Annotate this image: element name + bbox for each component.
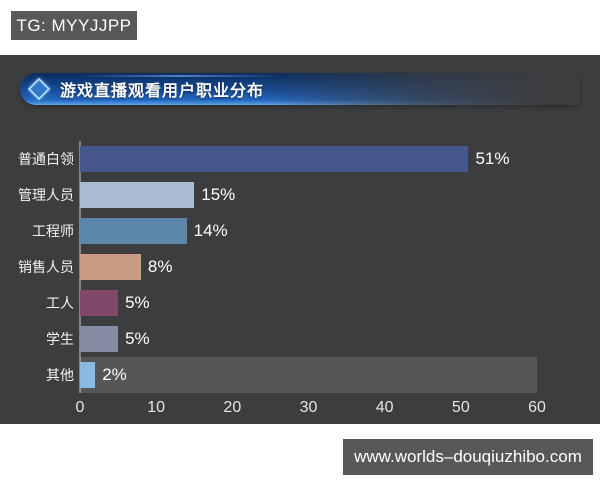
chart-panel: 游戏直播观看用户职业分布 普通白领 51% 管理人员 15% 工程师 14% 销售人员 8% 工… bbox=[0, 55, 600, 424]
bar bbox=[80, 362, 96, 388]
chart-row: 工人 5% bbox=[0, 285, 600, 321]
category-label: 普通白领 bbox=[18, 151, 74, 167]
bar-chart: 普通白领 51% 管理人员 15% 工程师 14% 销售人员 8% 工人 5% 学生 5% 其他 2% 0… bbox=[0, 141, 600, 424]
category-label: 工程师 bbox=[32, 223, 74, 239]
bar-track: 51% bbox=[80, 141, 537, 177]
diamond-icon bbox=[27, 77, 51, 101]
x-axis-tick-label: 10 bbox=[147, 399, 166, 416]
bar-track: 2% bbox=[80, 357, 537, 393]
chart-row: 学生 5% bbox=[0, 321, 600, 357]
tg-watermark-text: TG: MYYJJPP bbox=[16, 15, 132, 35]
x-axis: 0 10 20 30 40 50 60 bbox=[76, 399, 546, 419]
value-label: 51% bbox=[475, 149, 510, 168]
site-watermark-badge: www.worlds–douqiuzhibo.com bbox=[343, 439, 593, 475]
value-label: 5% bbox=[125, 293, 150, 312]
chart-title: 游戏直播观看用户职业分布 bbox=[60, 83, 265, 100]
value-label: 15% bbox=[201, 185, 236, 204]
bar bbox=[80, 326, 119, 352]
x-axis-tick-label: 50 bbox=[451, 399, 470, 416]
x-axis-tick-label: 40 bbox=[375, 399, 394, 416]
x-axis-tick-label: 0 bbox=[75, 399, 85, 416]
chart-row: 普通白领 51% bbox=[0, 141, 600, 177]
bar-track: 8% bbox=[80, 249, 537, 285]
x-axis-tick-label: 20 bbox=[223, 399, 242, 416]
category-label: 销售人员 bbox=[18, 259, 74, 275]
chart-row: 其他 2% bbox=[0, 357, 600, 393]
bar bbox=[80, 218, 187, 244]
tg-watermark-badge: TG: MYYJJPP bbox=[11, 11, 137, 40]
category-label: 工人 bbox=[46, 295, 74, 311]
category-label: 管理人员 bbox=[18, 187, 74, 203]
site-watermark-text: www.worlds–douqiuzhibo.com bbox=[354, 447, 582, 466]
x-axis-tick-label: 60 bbox=[528, 399, 546, 416]
category-label: 其他 bbox=[46, 367, 74, 383]
chart-title-banner: 游戏直播观看用户职业分布 bbox=[20, 73, 580, 105]
chart-row: 管理人员 15% bbox=[0, 177, 600, 213]
category-label: 学生 bbox=[46, 331, 74, 347]
value-label: 8% bbox=[147, 257, 173, 276]
chart-row: 销售人员 8% bbox=[0, 249, 600, 285]
value-label: 5% bbox=[125, 329, 150, 348]
bar bbox=[80, 182, 195, 208]
value-label: 14% bbox=[193, 221, 228, 240]
value-label: 2% bbox=[102, 365, 127, 384]
bar bbox=[80, 254, 141, 280]
bar-track: 15% bbox=[80, 177, 537, 213]
bar-track: 14% bbox=[80, 213, 537, 249]
bar bbox=[80, 146, 469, 172]
x-axis-tick-label: 30 bbox=[299, 399, 318, 416]
bar-track: 5% bbox=[80, 285, 537, 321]
banner-content: 游戏直播观看用户职业分布 bbox=[20, 77, 264, 101]
chart-row: 工程师 14% bbox=[0, 213, 600, 249]
bar-rows: 普通白领 51% 管理人员 15% 工程师 14% 销售人员 8% 工人 5% 学生 5% 其他 2% bbox=[0, 141, 600, 393]
bar bbox=[80, 290, 119, 316]
bar-track: 5% bbox=[80, 321, 537, 357]
